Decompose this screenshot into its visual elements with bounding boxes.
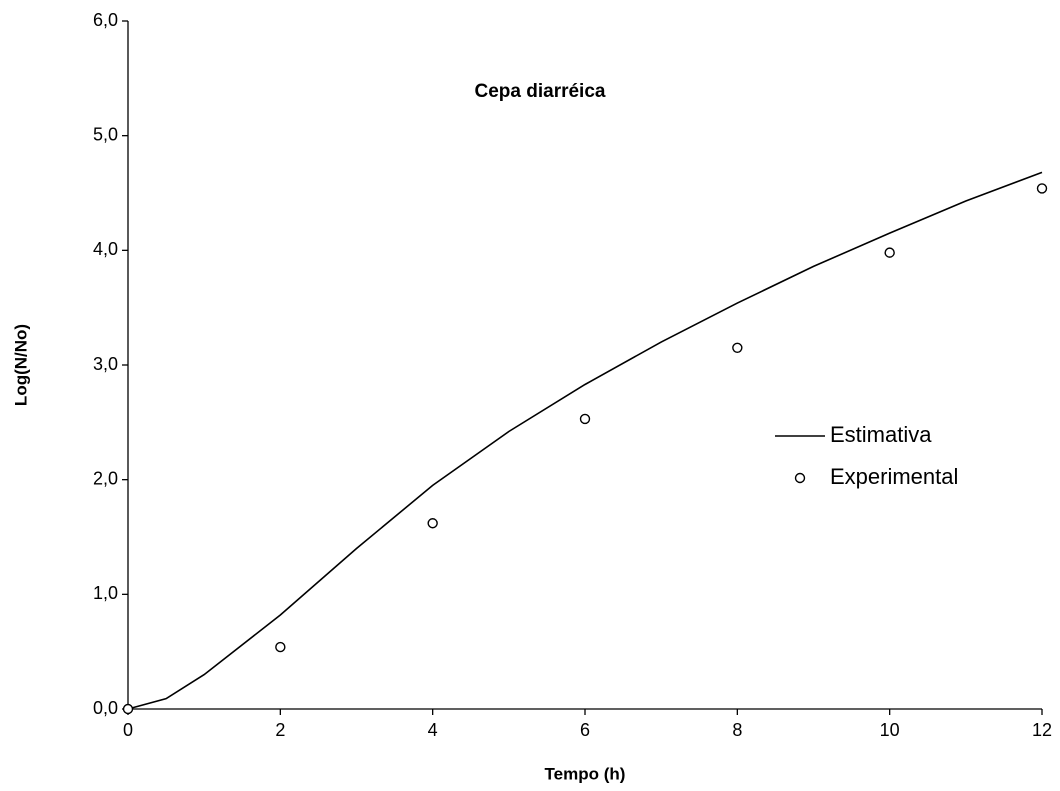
legend-label: Estimativa (830, 422, 932, 447)
y-tick-label: 4,0 (93, 239, 118, 259)
y-axis-label: Log(N/No) (11, 324, 30, 406)
chart-title: Cepa diarréica (475, 81, 606, 102)
y-tick-label: 2,0 (93, 468, 118, 488)
y-tick-label: 5,0 (93, 124, 118, 144)
y-tick-label: 1,0 (93, 583, 118, 603)
x-tick-label: 12 (1032, 720, 1052, 740)
data-point (427, 518, 438, 529)
estimate-line (127, 171, 1043, 710)
data-point (579, 413, 591, 425)
data-point (122, 703, 134, 715)
data-point (884, 247, 895, 258)
x-tick-label: 2 (275, 720, 285, 740)
x-tick-label: 0 (123, 720, 133, 740)
x-tick-label: 6 (580, 720, 590, 740)
data-point (275, 641, 286, 653)
legend-marker (794, 472, 806, 484)
y-tick-label: 3,0 (93, 354, 118, 374)
legend-label: Experimental (830, 464, 958, 489)
data-point (732, 342, 743, 353)
x-tick-label: 8 (732, 720, 742, 740)
y-tick-label: 0,0 (93, 698, 118, 718)
data-point (1036, 183, 1048, 194)
x-tick-label: 10 (880, 720, 900, 740)
y-tick-label: 6,0 (93, 10, 118, 30)
x-tick-label: 4 (428, 720, 438, 740)
x-axis-label: Tempo (h) (545, 764, 626, 783)
